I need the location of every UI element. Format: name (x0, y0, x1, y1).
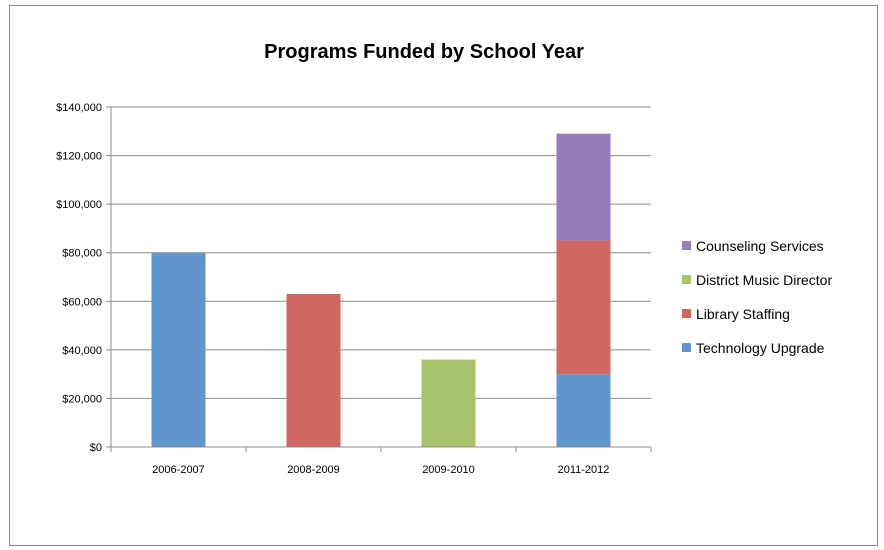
y-tick-label: $40,000 (62, 345, 102, 357)
bar-counseling-services (556, 133, 611, 241)
y-tick-label: $100,000 (56, 199, 102, 211)
legend-label: Technology Upgrade (696, 340, 825, 356)
y-tick-label: $120,000 (56, 151, 102, 163)
chart-title: Programs Funded by School Year (264, 41, 584, 63)
x-tick-label: 2009-2010 (422, 464, 475, 476)
legend-swatch (682, 309, 691, 318)
legend-label: Counseling Services (696, 238, 824, 254)
bar-district-music-director (421, 359, 476, 447)
x-tick-label: 2008-2009 (287, 464, 340, 476)
x-tick-label: 2011-2012 (558, 464, 610, 476)
y-tick-label: $20,000 (62, 393, 102, 405)
legend: Counseling Services District Music Direct… (682, 238, 832, 356)
y-tick-label: $0 (90, 442, 102, 454)
x-axis-ticks: 2006-2007 2008-2009 2009-2010 2011-2012 (110, 447, 652, 476)
y-tick-label: $140,000 (56, 102, 102, 114)
bars (151, 133, 611, 447)
bar-library-staffing (556, 240, 611, 375)
y-tick-label: $60,000 (62, 296, 102, 308)
bar-technology-upgrade (556, 374, 611, 447)
bar-library-staffing (286, 294, 341, 447)
y-axis-ticks: $0 $20,000 $40,000 $60,000 $80,000 $100,000 $1… (56, 102, 111, 454)
legend-label: District Music Director (696, 272, 832, 288)
x-tick-label: 2006-2007 (152, 464, 205, 476)
bar-technology-upgrade (151, 252, 206, 447)
legend-swatch (682, 343, 691, 352)
y-tick-label: $80,000 (62, 248, 102, 260)
legend-swatch (682, 241, 691, 250)
legend-swatch (682, 275, 691, 284)
legend-label: Library Staffing (696, 306, 790, 322)
